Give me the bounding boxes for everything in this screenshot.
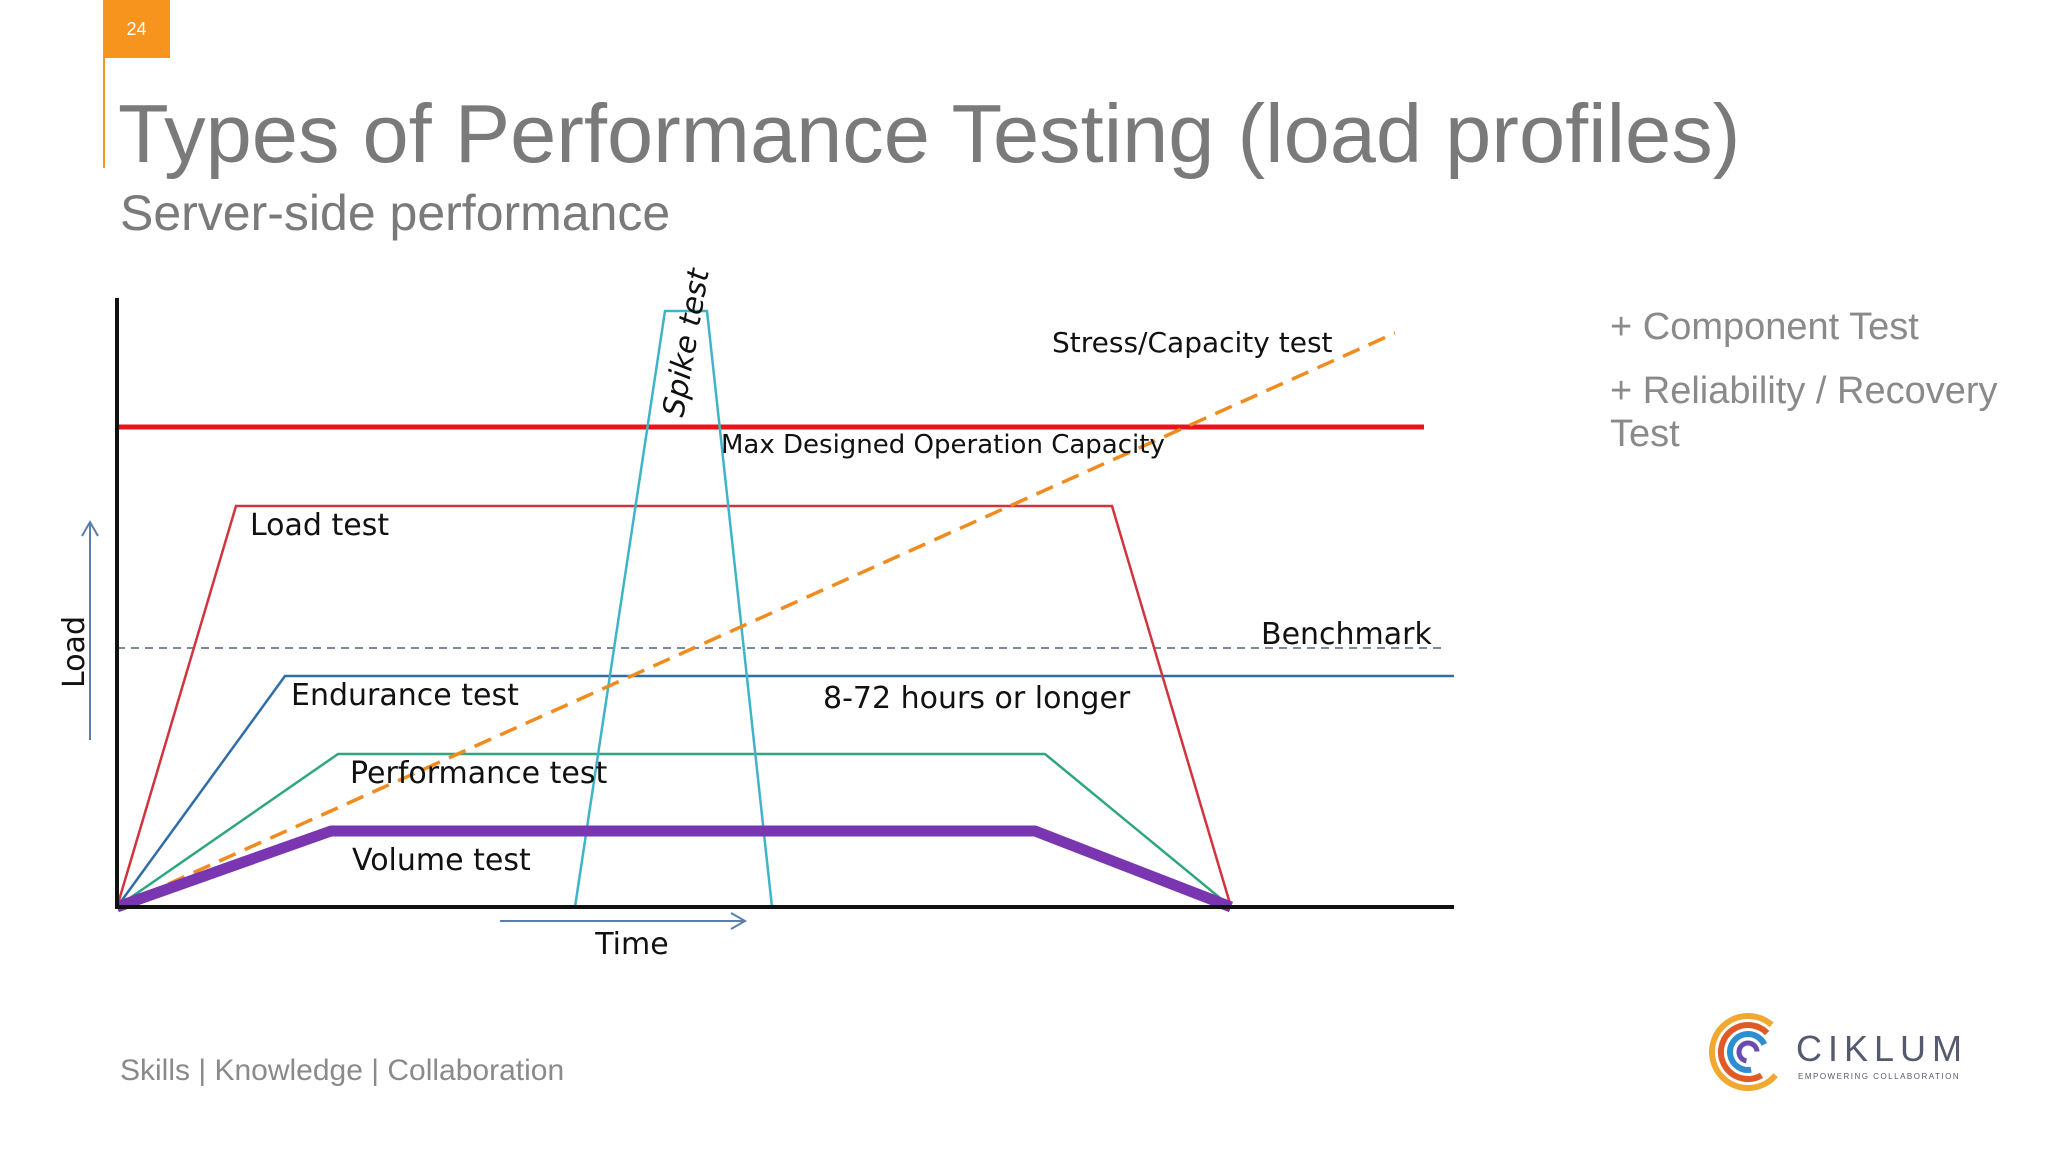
duration-label: 8-72 hours or longer	[823, 681, 1131, 716]
load-label: Load test	[250, 508, 389, 543]
slide-title: Types of Performance Testing (load profi…	[118, 87, 1741, 180]
side-note-reliability-test: + Reliability / Recovery Test	[1610, 369, 1998, 456]
volume-test-line	[115, 825, 1233, 913]
endurance-test-line	[115, 674, 1454, 908]
side-note-component-test: + Component Test	[1610, 306, 1919, 348]
axis-y-label: Load	[57, 616, 92, 688]
logo-wordmark: CIKLUM	[1796, 1028, 1969, 1069]
endurance-label: Endurance test	[291, 678, 519, 713]
stress-label: Stress/Capacity test	[1052, 326, 1333, 359]
ciklum-c-logo-icon	[1709, 1013, 1787, 1091]
load-arrow-head	[81, 519, 99, 537]
load-test-line	[115, 504, 1233, 908]
spike-test-line	[573, 309, 774, 908]
benchmark-label: Benchmark	[1261, 617, 1433, 652]
ciklum-logo: CIKLUM EMPOWERING COLLABORATION	[1700, 1013, 2000, 1091]
volume-label: Volume test	[352, 843, 531, 878]
spike-label: Spike test	[656, 265, 717, 419]
time-arrow-head	[730, 912, 748, 930]
max-capacity-label: Max Designed Operation Capacity	[721, 430, 1165, 460]
performance-test-line	[116, 752, 1232, 909]
footer-tagline: Skills | Knowledge | Collaboration	[120, 1054, 565, 1087]
accent-divider	[103, 58, 105, 168]
side-notes: + Component Test + Reliability / Recover…	[1610, 306, 2030, 477]
logo-tagline: EMPOWERING COLLABORATION	[1798, 1072, 1961, 1081]
stress-test-line	[116, 331, 1396, 909]
slide-number: 24	[103, 0, 170, 58]
performance-label: Performance test	[350, 756, 607, 791]
axis-x-label: Time	[594, 927, 668, 962]
slide-subtitle: Server-side performance	[120, 185, 671, 241]
